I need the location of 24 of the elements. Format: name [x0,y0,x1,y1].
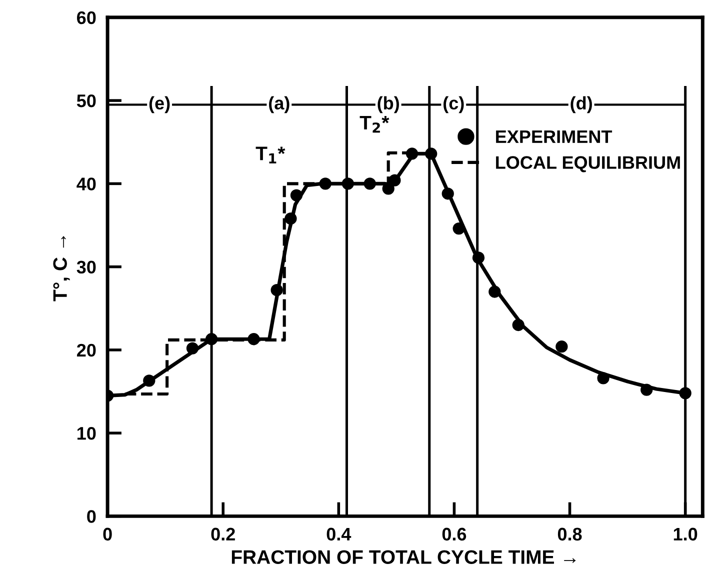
annotation: (b) [378,96,399,114]
y-tick-label: 40 [76,178,96,190]
y-tick-label: 20 [76,344,96,357]
y-tick-label: 10 [77,427,96,440]
x-axis-title: FRACTION OF TOTAL CYCLE TIME → [232,550,576,564]
annotation: (d) [570,96,592,114]
y-axis-title: T°, C → [53,236,70,302]
x-tick-label: 0.6 [442,528,466,541]
x-tick-label: 1.0 [674,528,698,541]
x-tick-label: 0.4 [326,528,352,541]
x-tick-label: 0.2 [211,528,235,541]
annotation: (a) [269,96,290,114]
y-tick-label: 50 [76,94,96,108]
x-tick-label: 0.8 [558,528,582,541]
annotation: T$_{2}$* [360,116,390,133]
y-tick-label: 60 [77,11,96,24]
annotation: T$_{1}$* [256,146,286,164]
annotation: (e) [149,96,170,114]
annotation: (c) [444,96,464,114]
legend-label: LOCAL EQUILIBRIUM [496,156,680,172]
y-tick-label: 30 [76,260,96,274]
legend-label: EXPERIMENT [496,130,612,143]
y-tick-label: 0 [87,510,96,523]
x-tick-label: 0 [103,528,112,541]
